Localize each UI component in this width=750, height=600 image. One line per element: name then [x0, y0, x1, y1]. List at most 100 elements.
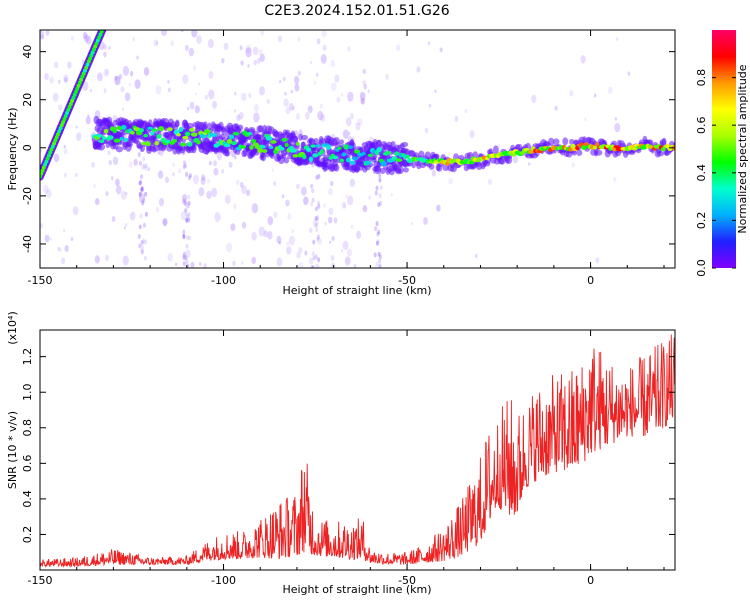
- spectrogram-speckle: [170, 40, 175, 47]
- spectrogram-peak: [182, 135, 189, 140]
- spectrogram-speckle: [241, 260, 244, 265]
- spectrogram-speckle: [225, 242, 233, 253]
- snr-xlabel: Height of straight line (km): [282, 583, 431, 596]
- spectrogram-speckle: [323, 203, 326, 208]
- spectrogram-speckle: [580, 55, 586, 64]
- spectrogram-peak: [119, 137, 124, 141]
- spectrogram-speckle: [58, 104, 63, 111]
- spectrogram-peak: [326, 145, 331, 150]
- spectrogram-streak: [182, 229, 186, 235]
- spectrogram-peak: [341, 152, 347, 157]
- diagonal-peak: [79, 77, 84, 82]
- spectrogram-speckle: [241, 92, 247, 102]
- spectrogram-streak: [316, 234, 320, 240]
- spectrogram-streak: [378, 173, 382, 179]
- spectrogram-peak: [395, 158, 403, 162]
- spectrogram-speckle: [49, 237, 52, 241]
- spectrogram-streak: [144, 211, 148, 217]
- spectrogram-speckle: [273, 211, 278, 219]
- spectrogram-speckle: [67, 61, 72, 69]
- spectrogram-speckle: [248, 93, 252, 98]
- spectrogram-speckle: [165, 176, 170, 184]
- spectrogram-streak: [314, 254, 318, 260]
- spectrogram-halo: [242, 137, 249, 144]
- spectrogram-peak: [230, 141, 237, 146]
- spectrogram-speckle: [40, 245, 43, 251]
- spectrogram-streak: [185, 217, 189, 223]
- spectrogram-speckle: [156, 41, 159, 45]
- colorbar-tick-label: 0.6: [695, 116, 708, 134]
- spectrogram-speckle: [122, 107, 125, 111]
- spectrogram-halo: [97, 143, 106, 151]
- spectrogram-speckle: [263, 230, 269, 238]
- diagonal-peak: [46, 153, 51, 158]
- spectrogram-speckle: [230, 223, 236, 232]
- spectrogram-speckle: [40, 34, 45, 40]
- spectrogram-halo: [661, 137, 667, 147]
- spectrogram-speckle: [212, 100, 218, 109]
- spectrogram-peak: [229, 134, 235, 140]
- spectrogram-streak: [375, 240, 379, 246]
- diagonal-peak: [77, 80, 82, 85]
- spectrogram-speckle: [322, 44, 327, 51]
- spectrogram-speckle: [434, 89, 437, 93]
- spectrogram-halo: [594, 149, 603, 156]
- spectrogram-speckle: [266, 98, 270, 104]
- spectrogram-speckle: [321, 30, 327, 38]
- spectrogram-streak: [376, 231, 380, 237]
- spectrogram-speckle: [198, 187, 205, 197]
- spectrogram-speckle: [198, 261, 202, 267]
- spectrogram-streak: [184, 163, 188, 169]
- spectrogram-peak: [223, 143, 231, 148]
- spectrogram-peak: [138, 128, 145, 133]
- spectrogram-speckle: [103, 51, 107, 58]
- spectrogram-streak: [374, 226, 378, 232]
- spectrogram-streak: [139, 187, 143, 193]
- diagonal-peak: [54, 135, 59, 140]
- spectrogram-speckle: [232, 260, 236, 266]
- spectrogram-ytick-label: -20: [21, 187, 34, 205]
- spectrogram-peak: [468, 160, 475, 165]
- spectrogram-speckle: [340, 248, 344, 253]
- spectrogram-speckle: [251, 203, 259, 214]
- spectrogram-speckle: [294, 83, 300, 92]
- spectrogram-speckle: [342, 129, 349, 139]
- spectrogram-speckle: [184, 44, 189, 52]
- snr-xtick-label: -150: [28, 574, 53, 587]
- diagonal-peak: [59, 123, 64, 128]
- spectrogram-streak: [143, 255, 147, 261]
- diagonal-peak: [50, 144, 55, 149]
- spectrogram-streak: [376, 239, 380, 245]
- spectrogram-speckle: [309, 227, 313, 234]
- spectrogram-streak: [317, 257, 321, 263]
- spectrogram-peak: [164, 139, 171, 144]
- spectrogram-speckle: [278, 241, 281, 245]
- spectrogram-speckle: [138, 192, 146, 203]
- spectrogram-speckle: [252, 46, 259, 56]
- diagonal-peak: [66, 108, 71, 113]
- spectrogram-speckle: [172, 162, 175, 167]
- spectrogram-frame: [39, 29, 676, 269]
- spectrogram-streak: [188, 235, 192, 241]
- spectrogram-peak: [302, 154, 307, 160]
- spectrogram-streak: [141, 238, 145, 244]
- spectrogram-streak: [378, 258, 382, 264]
- spectrogram-halo: [646, 139, 654, 145]
- spectrogram-speckle: [330, 82, 337, 92]
- spectrogram-streak: [379, 200, 383, 206]
- spectrogram-peak: [306, 147, 312, 152]
- spectrogram-ytick-label: -40: [21, 235, 34, 253]
- spectrogram-speckle: [279, 79, 282, 84]
- spectrogram-halo: [333, 163, 340, 172]
- spectrogram-halo: [313, 138, 319, 146]
- spectrogram-halo: [515, 143, 523, 151]
- diagonal-peak: [40, 168, 45, 173]
- spectrogram-speckle: [431, 170, 436, 177]
- spectrogram-speckle: [40, 30, 45, 40]
- spectrogram-peak: [167, 127, 173, 132]
- spectrogram-speckle: [208, 89, 215, 100]
- spectrogram-speckle: [63, 172, 67, 178]
- diagonal-peak: [84, 65, 89, 70]
- spectrogram-streak: [182, 164, 186, 170]
- spectrogram-speckle: [228, 161, 233, 168]
